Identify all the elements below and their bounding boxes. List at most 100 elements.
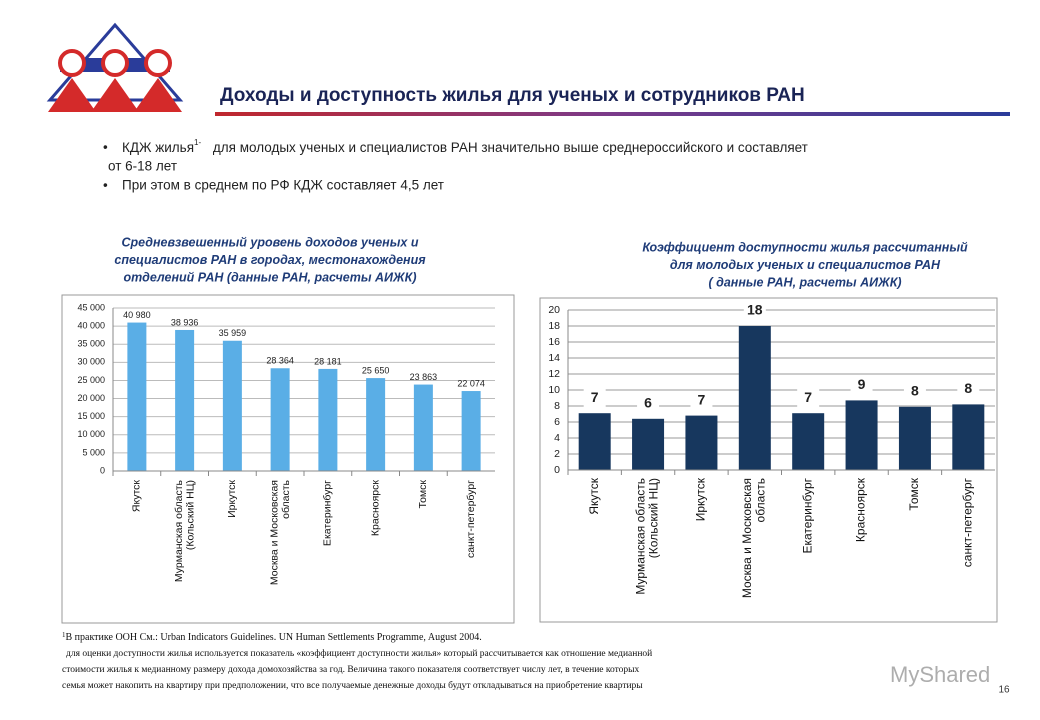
bullet-mark: • — [103, 178, 108, 193]
bullet-mark: • — [103, 140, 108, 155]
chart-title: отделений РАН (данные РАН, расчеты АИЖК) — [124, 270, 417, 284]
y-tick-label: 10 — [548, 384, 560, 396]
y-tick-label: 8 — [554, 400, 560, 412]
bullets: • КДЖ жилья1- для молодых ученых и специ… — [103, 138, 808, 192]
bar — [127, 322, 147, 471]
value-label-bg — [637, 394, 660, 413]
footnote-line: 1В практике ООН См.: Urban Indicators Gu… — [62, 631, 482, 644]
bar — [222, 340, 242, 471]
value-label: 6 — [644, 395, 652, 411]
footnote-line: для оценки доступности жилья используетс… — [66, 648, 652, 659]
value-label: 22 074 — [457, 378, 485, 388]
y-tick-label: 40 000 — [77, 320, 105, 330]
chart-title: специалистов РАН в городах, местонахожде… — [114, 253, 426, 267]
y-tick-label: 4 — [554, 432, 560, 444]
x-tick-label: Якутск — [587, 477, 601, 514]
x-tick-label: Иркутск — [694, 477, 708, 521]
bar — [175, 329, 195, 471]
x-tick-label: Красноярск — [369, 480, 381, 536]
chart-title: для молодых ученых и специалистов РАН — [670, 258, 941, 272]
bar — [318, 368, 338, 471]
y-tick-label: 20 000 — [77, 393, 105, 403]
value-label-bg — [583, 389, 606, 408]
bullet: КДЖ жилья1- для молодых ученых и специал… — [122, 138, 808, 154]
bar — [685, 415, 718, 470]
value-label: 7 — [591, 389, 599, 405]
value-label-bg — [743, 302, 766, 320]
y-tick-label: 30 000 — [77, 357, 105, 367]
bullet-text: от 6-18 лет — [108, 159, 177, 174]
superscript: 1- — [194, 138, 201, 147]
y-tick-label: 0 — [100, 465, 105, 475]
bar — [738, 326, 771, 470]
x-tick-label: Мурманская область(Кольский НЦ) — [173, 479, 197, 582]
value-label: 7 — [804, 389, 812, 405]
value-label-bg — [797, 389, 820, 408]
y-tick-label: 16 — [548, 336, 560, 348]
chart-title: Средневзвешенный уровень доходов ученых … — [122, 235, 419, 249]
bar — [898, 406, 931, 470]
bar — [461, 391, 481, 471]
value-label: 8 — [964, 380, 972, 396]
bar — [792, 413, 825, 470]
y-tick-label: 25 000 — [77, 375, 105, 385]
y-tick-label: 18 — [548, 320, 560, 332]
y-tick-label: 45 000 — [77, 302, 105, 312]
footnote-line: стоимости жилья к медианному размеру дох… — [62, 664, 640, 675]
x-tick-label: Иркутск — [226, 480, 238, 518]
y-tick-label: 2 — [554, 448, 560, 460]
value-label-bg — [850, 376, 873, 395]
value-label: 18 — [747, 302, 763, 318]
value-label-bg — [903, 382, 926, 401]
logo — [46, 22, 184, 112]
x-tick-label: Екатеринбург — [322, 480, 334, 546]
bar — [952, 404, 985, 470]
y-tick-label: 15 000 — [77, 411, 105, 421]
x-tick-label: Москва и Московскаяобласть — [268, 479, 292, 585]
x-tick-label: Красноярск — [854, 477, 868, 542]
chart-title: Коэффициент доступности жилья рассчитанн… — [642, 240, 968, 254]
value-label: 35 959 — [219, 328, 247, 338]
bar — [366, 378, 386, 471]
bar — [632, 418, 665, 470]
value-label: 25 650 — [362, 365, 390, 375]
footnote-text: В практике ООН См.: Urban Indicators Gui… — [66, 632, 482, 643]
x-tick-label: санкт-петербург — [465, 480, 477, 558]
bullet: При этом в среднем по РФ КДЖ составляет … — [122, 178, 444, 193]
bullet-text: для молодых ученых и специалистов РАН зн… — [213, 140, 808, 155]
y-tick-label: 20 — [548, 304, 560, 316]
slide-title: Доходы и доступность жилья для ученых и … — [220, 85, 805, 106]
value-label: 28 181 — [314, 356, 342, 366]
bullet-lead: КДЖ жилья — [122, 140, 194, 155]
x-tick-label: Москва и Московскаяобласть — [740, 478, 767, 598]
y-tick-label: 0 — [554, 464, 560, 476]
x-tick-label: Екатеринбург — [800, 477, 814, 553]
y-tick-label: 14 — [548, 352, 560, 364]
y-tick-label: 10 000 — [77, 429, 105, 439]
value-label: 40 980 — [123, 310, 151, 320]
value-label: 7 — [698, 391, 706, 407]
footnote: 1В практике ООН См.: Urban Indicators Gu… — [62, 631, 652, 692]
y-tick-label: 6 — [554, 416, 560, 428]
bar — [845, 400, 878, 470]
x-tick-label: Томск — [907, 477, 921, 510]
y-tick-label: 5 000 — [82, 447, 105, 457]
value-label: 28 364 — [266, 356, 294, 366]
footnote-line: семья может накопить на квартиру при пре… — [62, 680, 643, 691]
value-label-bg — [690, 391, 713, 410]
y-tick-label: 35 000 — [77, 339, 105, 349]
x-tick-label: Томск — [417, 480, 429, 509]
value-label: 8 — [911, 383, 919, 399]
x-tick-label: Мурманская область(Кольский НЦ) — [634, 478, 661, 595]
value-label: 23 863 — [410, 372, 438, 382]
superscript: 1 — [62, 631, 66, 639]
title-rule — [215, 112, 1010, 116]
bar — [578, 413, 611, 470]
x-tick-label: Якутск — [131, 480, 143, 512]
value-label: 9 — [858, 376, 866, 392]
x-tick-label: санкт-петербург — [960, 477, 974, 567]
value-label-bg — [957, 380, 980, 399]
value-label: 38 936 — [171, 317, 199, 327]
watermark: MyShared — [890, 662, 990, 687]
